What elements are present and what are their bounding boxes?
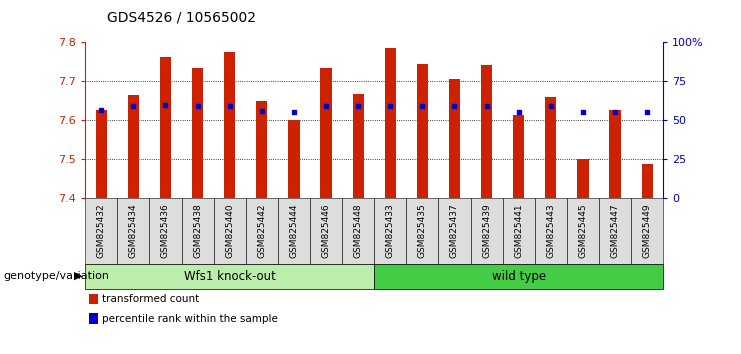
Bar — [385, 47, 396, 198]
Text: GSM825447: GSM825447 — [611, 204, 619, 258]
Text: GSM825433: GSM825433 — [386, 204, 395, 258]
Bar — [642, 164, 653, 198]
Bar — [545, 97, 556, 198]
Text: GSM825432: GSM825432 — [97, 204, 106, 258]
Bar — [127, 95, 139, 198]
Text: GSM825438: GSM825438 — [193, 204, 202, 258]
Text: GSM825437: GSM825437 — [450, 204, 459, 258]
Text: GSM825441: GSM825441 — [514, 204, 523, 258]
Bar — [160, 57, 171, 198]
Bar — [513, 114, 525, 198]
Text: GSM825444: GSM825444 — [290, 204, 299, 258]
Bar — [577, 159, 588, 198]
Bar — [96, 110, 107, 198]
Text: GSM825449: GSM825449 — [642, 204, 651, 258]
Bar — [192, 68, 203, 198]
Text: GSM825440: GSM825440 — [225, 204, 234, 258]
Bar — [609, 110, 621, 198]
Text: genotype/variation: genotype/variation — [4, 271, 110, 281]
Text: GSM825448: GSM825448 — [353, 204, 362, 258]
Bar — [353, 94, 364, 198]
Bar — [256, 101, 268, 198]
Text: GSM825439: GSM825439 — [482, 204, 491, 258]
Text: Wfs1 knock-out: Wfs1 knock-out — [184, 270, 276, 282]
Bar — [320, 68, 332, 198]
Text: transformed count: transformed count — [102, 294, 199, 304]
Bar — [288, 120, 299, 198]
Text: percentile rank within the sample: percentile rank within the sample — [102, 314, 278, 324]
Text: ▶: ▶ — [74, 271, 82, 281]
Text: GDS4526 / 10565002: GDS4526 / 10565002 — [107, 11, 256, 25]
Text: GSM825436: GSM825436 — [161, 204, 170, 258]
Text: GSM825434: GSM825434 — [129, 204, 138, 258]
Text: wild type: wild type — [491, 270, 546, 282]
Text: GSM825443: GSM825443 — [546, 204, 555, 258]
Bar — [416, 64, 428, 198]
Text: GSM825435: GSM825435 — [418, 204, 427, 258]
Bar — [481, 65, 492, 198]
Bar — [224, 52, 236, 198]
Bar — [449, 79, 460, 198]
Text: GSM825446: GSM825446 — [322, 204, 330, 258]
Text: GSM825445: GSM825445 — [579, 204, 588, 258]
Text: GSM825442: GSM825442 — [257, 204, 266, 258]
